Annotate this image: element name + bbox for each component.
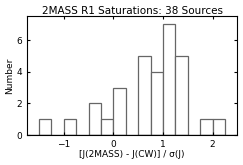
- Bar: [200, 119, 213, 135]
- Title: 2MASS R1 Saturations: 38 Sources: 2MASS R1 Saturations: 38 Sources: [42, 6, 223, 16]
- Bar: [138, 56, 151, 135]
- Bar: [213, 119, 225, 135]
- Bar: [163, 24, 175, 135]
- Bar: [101, 119, 113, 135]
- Bar: [113, 88, 126, 135]
- Bar: [89, 103, 101, 135]
- Y-axis label: Number: Number: [6, 58, 15, 94]
- X-axis label: [J(2MASS) - J(CW)] / σ(J): [J(2MASS) - J(CW)] / σ(J): [79, 150, 185, 159]
- Bar: [64, 119, 76, 135]
- Bar: [39, 119, 51, 135]
- Bar: [175, 56, 188, 135]
- Bar: [151, 72, 163, 135]
